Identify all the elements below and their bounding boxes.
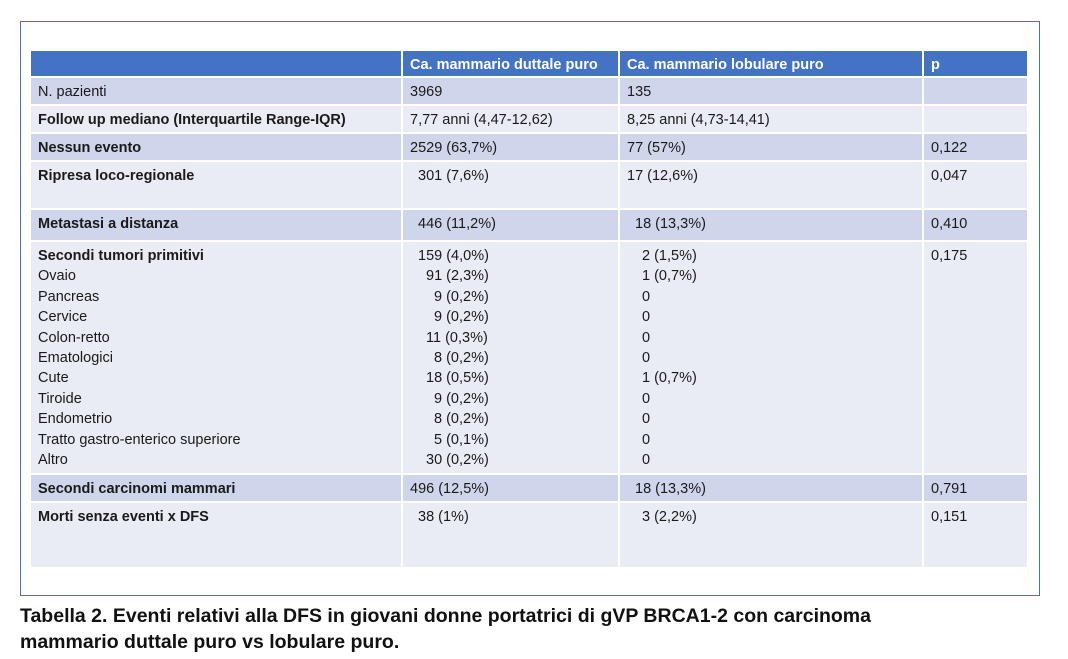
row-label: Metastasi a distanza [31, 210, 403, 242]
table-header-row: Ca. mammario duttale puro Ca. mammario l… [31, 51, 1027, 78]
row-label: Ripresa loco-regionale [31, 162, 403, 210]
duttale-value: 3969 [403, 78, 620, 106]
table-row: Follow up mediano (Interquartile Range-I… [31, 106, 1027, 134]
sub-label: Tiroide [38, 390, 82, 407]
duttale-value: 496 (12,5%) [403, 475, 620, 503]
lobulare-value: 3 (2,2%) [620, 503, 924, 569]
p-value: 0,791 [924, 475, 1027, 503]
duttale-value: 8 (0,2%) [434, 350, 489, 367]
duttale-value: 2529 (63,7%) [403, 134, 620, 162]
duttale-value: 8 (0,2%) [434, 411, 489, 428]
duttale-value: 159 (4,0%) [418, 248, 489, 264]
p-value: 0,175 [924, 242, 1027, 475]
duttale-value: 9 (0,2%) [434, 288, 489, 305]
table-row: Nessun evento 2529 (63,7%) 77 (57%) 0,12… [31, 134, 1027, 162]
caption-line-2: mammario duttale puro vs lobulare puro. [20, 631, 400, 653]
lobulare-value: 0 [642, 390, 651, 407]
caption-line-1: Tabella 2. Eventi relativi alla DFS in g… [20, 605, 871, 627]
header-cell-label [31, 51, 403, 78]
lobulare-value: 0 [642, 350, 651, 367]
header-cell-p: p [924, 51, 1027, 78]
duttale-value: 9 (0,2%) [434, 390, 489, 407]
sub-label: Cervice [38, 309, 88, 326]
sub-label: Pancreas [38, 288, 100, 305]
lobulare-value: 0 [642, 431, 651, 448]
row-label: Secondi carcinomi mammari [31, 475, 403, 503]
lobulare-value: 2 (1,5%) [642, 248, 697, 264]
duttale-value: 11 (0,3%) [426, 329, 488, 346]
table-caption: Tabella 2. Eventi relativi alla DFS in g… [20, 603, 1060, 655]
duttale-value: 301 (7,6%) [403, 162, 620, 210]
dfs-events-table: Ca. mammario duttale puro Ca. mammario l… [31, 51, 1027, 569]
lobulare-value: 1 (0,7%) [642, 370, 697, 387]
duttale-value: 38 (1%) [403, 503, 620, 569]
table-frame [20, 21, 1040, 596]
lobulare-value: 0 [642, 329, 651, 346]
table-row: Metastasi a distanza 446 (11,2%) 18 (13,… [31, 210, 1027, 242]
p-value: 0,122 [924, 134, 1027, 162]
lobulare-value-group: 2 (1,5%) 1 (0,7%) 0 0 0 0 1 (0,7%) 0 0 0… [620, 242, 924, 475]
lobulare-value: 77 (57%) [620, 134, 924, 162]
p-value [924, 78, 1027, 106]
lobulare-value: 0 [642, 309, 651, 326]
sub-label: Colon-retto [38, 329, 110, 346]
sub-label: Ematologici [38, 350, 113, 367]
lobulare-value: 0 [642, 411, 651, 428]
lobulare-value: 1 (0,7%) [642, 268, 697, 285]
p-value: 0,047 [924, 162, 1027, 210]
row-label: Secondi tumori primitivi [38, 248, 204, 264]
row-label: Morti senza eventi x DFS [31, 503, 403, 569]
sub-label: Tratto gastro-enterico superiore [38, 431, 241, 448]
duttale-value-group: 159 (4,0%) 91 (2,3%) 9 (0,2%) 9 (0,2%) 1… [403, 242, 620, 475]
table-row: Secondi carcinomi mammari 496 (12,5%) 18… [31, 475, 1027, 503]
header-cell-duttale: Ca. mammario duttale puro [403, 51, 620, 78]
row-label: Follow up mediano (Interquartile Range-I… [31, 106, 403, 134]
row-label-group: Secondi tumori primitivi Ovaio Pancreas … [31, 242, 403, 475]
p-value: 0,151 [924, 503, 1027, 569]
duttale-value: 18 (0,5%) [426, 370, 489, 387]
duttale-value: 446 (11,2%) [403, 210, 620, 242]
row-label: Nessun evento [31, 134, 403, 162]
duttale-value: 9 (0,2%) [434, 309, 489, 326]
header-cell-lobulare: Ca. mammario lobulare puro [620, 51, 924, 78]
table-row: Ripresa loco-regionale 301 (7,6%) 17 (12… [31, 162, 1027, 210]
duttale-value: 30 (0,2%) [426, 452, 489, 469]
lobulare-value: 0 [642, 452, 651, 469]
table-row: N. pazienti 3969 135 [31, 78, 1027, 106]
sub-label: Altro [38, 452, 68, 469]
lobulare-value: 18 (13,3%) [620, 475, 924, 503]
duttale-value: 5 (0,1%) [434, 431, 489, 448]
table-row: Morti senza eventi x DFS 38 (1%) 3 (2,2%… [31, 503, 1027, 569]
lobulare-value: 8,25 anni (4,73-14,41) [620, 106, 924, 134]
duttale-value: 91 (2,3%) [426, 268, 489, 285]
lobulare-value: 17 (12,6%) [620, 162, 924, 210]
row-label: N. pazienti [31, 78, 403, 106]
sub-label: Cute [38, 370, 69, 387]
sub-label: Endometrio [38, 411, 113, 428]
table-row: Secondi tumori primitivi Ovaio Pancreas … [31, 242, 1027, 475]
p-value [924, 106, 1027, 134]
duttale-value: 7,77 anni (4,47-12,62) [403, 106, 620, 134]
lobulare-value: 135 [620, 78, 924, 106]
p-value: 0,410 [924, 210, 1027, 242]
lobulare-value: 18 (13,3%) [620, 210, 924, 242]
sub-label: Ovaio [38, 268, 76, 285]
lobulare-value: 0 [642, 288, 651, 305]
